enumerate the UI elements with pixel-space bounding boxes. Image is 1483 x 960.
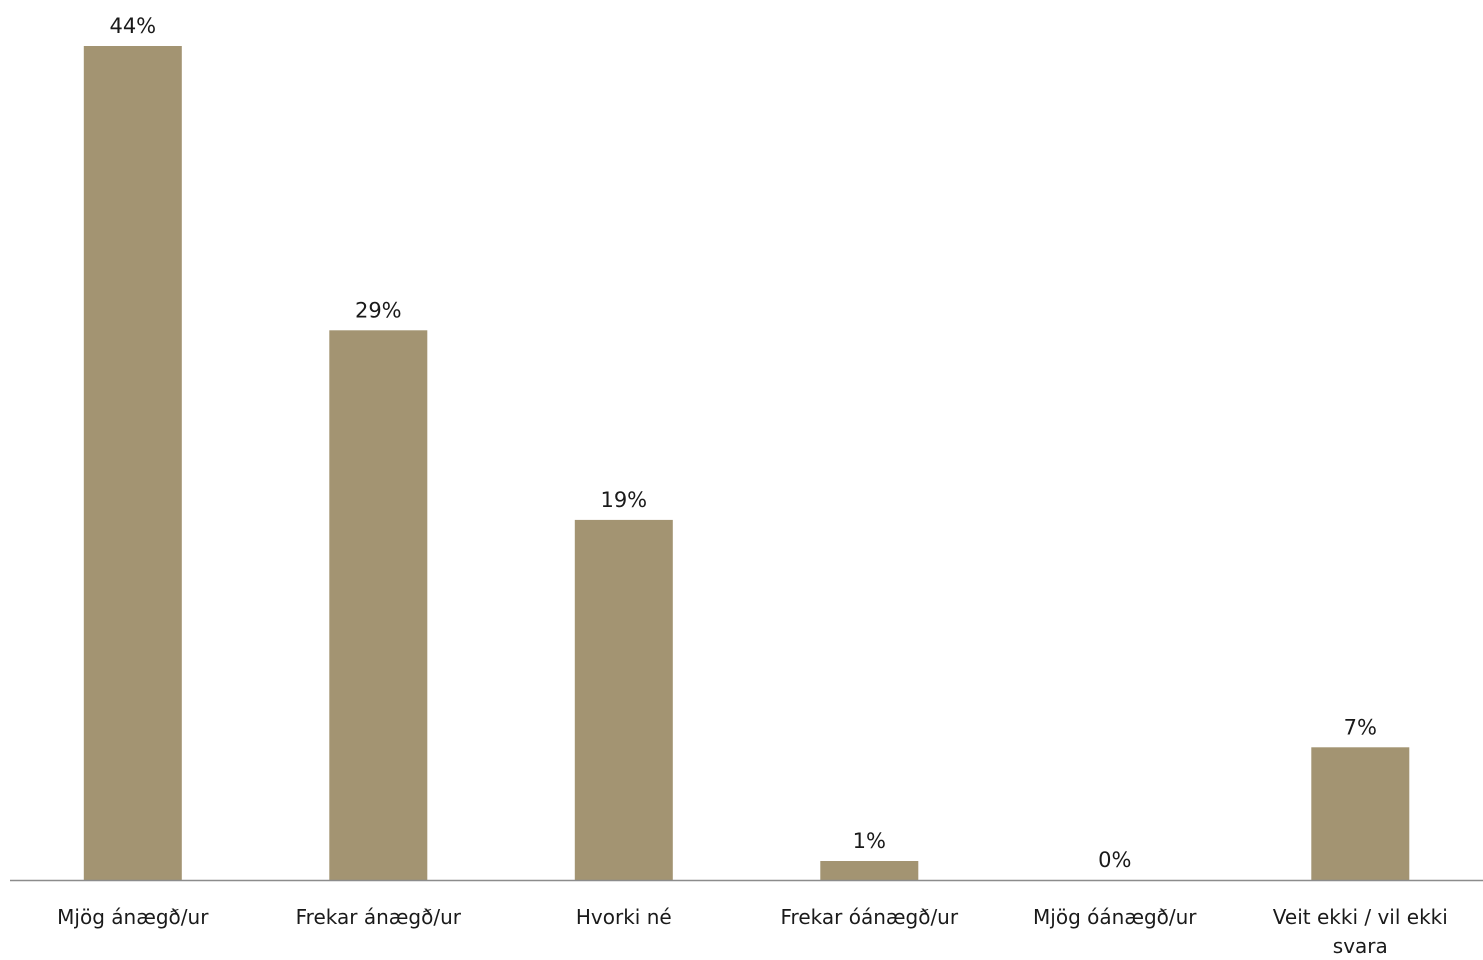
category-label-5-line-1: svara [1333, 934, 1388, 958]
bar-0 [83, 46, 182, 880]
bar-5 [1311, 747, 1410, 880]
bar-3 [820, 861, 919, 880]
category-label-1: Frekar ánægð/ur [296, 905, 462, 929]
value-label-2: 19% [600, 488, 647, 512]
category-labels-group: Mjög ánægð/ur Frekar ánægð/ur Hvorki né Fre… [57, 905, 1448, 958]
bar-2 [574, 519, 673, 880]
value-label-1: 29% [355, 298, 402, 322]
category-label-4: Mjög óánægð/ur [1033, 905, 1197, 929]
category-label-5-line-0: Veit ekki / vil ekki [1273, 905, 1448, 929]
category-label-0: Mjög ánægð/ur [57, 905, 209, 929]
value-label-5: 7% [1344, 715, 1377, 739]
category-label-3: Frekar óánægð/ur [781, 905, 959, 929]
value-label-3: 1% [853, 829, 886, 853]
value-label-4: 0% [1098, 848, 1131, 872]
value-labels-group: 44% 29% 19% 1% 0% 7% [109, 14, 1377, 872]
bars-group [83, 46, 1410, 880]
value-label-0: 44% [109, 14, 156, 38]
bar-1 [329, 330, 428, 880]
category-label-2: Hvorki né [576, 905, 672, 929]
